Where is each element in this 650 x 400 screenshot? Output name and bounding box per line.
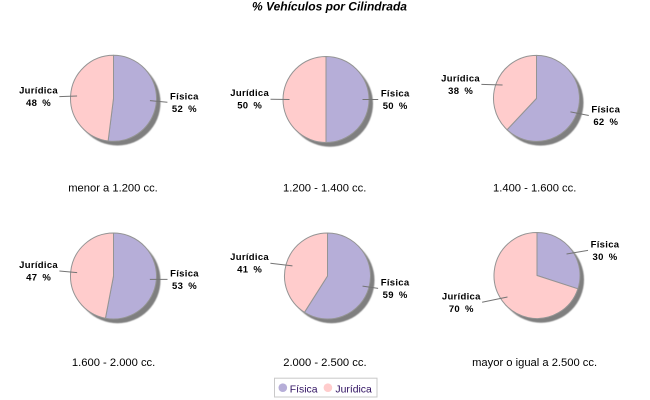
svg-text:48 %: 48 % (26, 98, 51, 109)
svg-text:62 %: 62 % (593, 117, 618, 128)
svg-text:Jurídica: Jurídica (230, 252, 269, 263)
svg-text:Jurídica: Jurídica (441, 73, 480, 84)
svg-text:41 %: 41 % (237, 265, 262, 276)
svg-text:Física: Física (170, 268, 199, 279)
svg-text:50 %: 50 % (237, 101, 262, 112)
svg-text:52 %: 52 % (172, 104, 197, 115)
svg-text:Jurídica: Jurídica (19, 260, 58, 271)
svg-text:Física: Física (591, 105, 620, 116)
svg-text:Jurídica: Jurídica (442, 291, 481, 302)
svg-text:menor a 1.200 cc.: menor a 1.200 cc. (68, 183, 158, 195)
svg-text:% Vehículos por Cilindrada: % Vehículos por Cilindrada (252, 0, 407, 14)
svg-text:Física: Física (290, 385, 318, 396)
svg-text:Física: Física (170, 91, 199, 102)
svg-text:1.200 - 1.400 cc.: 1.200 - 1.400 cc. (283, 183, 366, 195)
svg-text:Física: Física (381, 277, 410, 288)
svg-text:mayor o igual a 2.500 cc.: mayor o igual a 2.500 cc. (472, 357, 597, 369)
svg-text:Jurídica: Jurídica (335, 385, 372, 396)
svg-text:Jurídica: Jurídica (19, 86, 58, 97)
svg-text:1.600 - 2.000 cc.: 1.600 - 2.000 cc. (72, 357, 155, 369)
svg-text:50 %: 50 % (383, 101, 408, 112)
svg-text:38 %: 38 % (448, 86, 473, 97)
svg-text:47 %: 47 % (26, 273, 51, 284)
svg-text:70 %: 70 % (449, 304, 474, 315)
svg-text:59 %: 59 % (383, 290, 408, 301)
svg-text:53 %: 53 % (172, 281, 197, 292)
svg-text:Física: Física (381, 89, 410, 100)
svg-text:Jurídica: Jurídica (230, 88, 269, 99)
svg-text:2.000 - 2.500 cc.: 2.000 - 2.500 cc. (283, 357, 366, 369)
svg-text:30 %: 30 % (593, 252, 618, 263)
svg-text:Física: Física (591, 239, 620, 250)
svg-text:1.400 - 1.600 cc.: 1.400 - 1.600 cc. (493, 183, 576, 195)
